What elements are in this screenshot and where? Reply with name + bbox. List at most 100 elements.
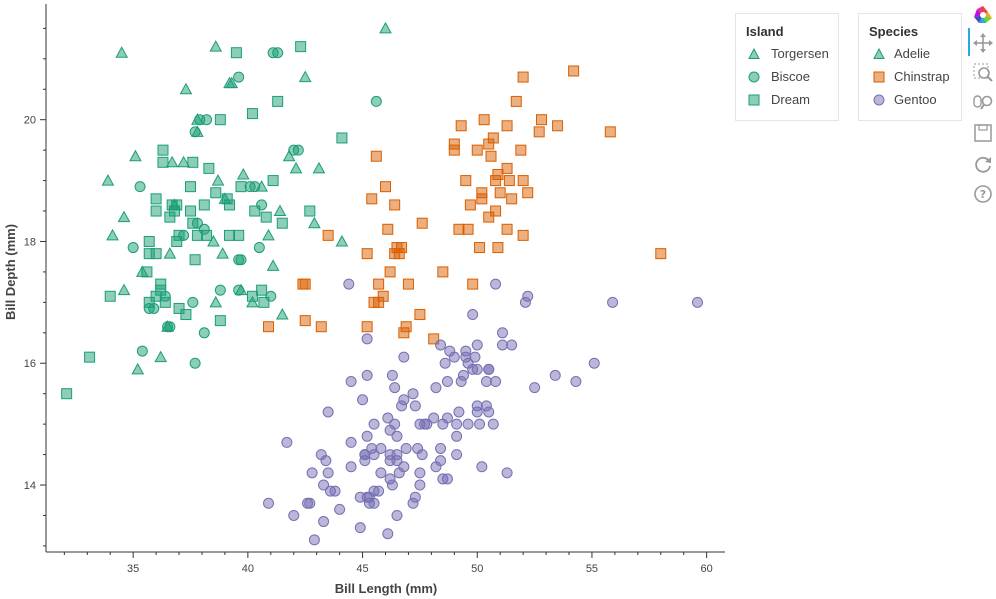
data-point-gentoo-biscoe (304, 497, 316, 509)
data-point-adelie-dream (210, 187, 222, 199)
data-point-adelie-dream (267, 175, 279, 187)
data-point-chinstrap-dream (453, 223, 465, 235)
data-point-adelie-biscoe (233, 71, 245, 83)
data-point-chinstrap-dream (517, 175, 529, 187)
data-point-gentoo-biscoe (457, 369, 469, 381)
data-point-adelie-dream (214, 315, 226, 327)
data-point-adelie-torgersen (312, 161, 326, 174)
data-point-gentoo-biscoe (318, 479, 330, 491)
box-zoom-tool-icon[interactable] (972, 62, 994, 84)
data-point-chinstrap-dream (315, 321, 327, 333)
data-point-gentoo-biscoe (607, 296, 619, 308)
x-tick-label: 40 (242, 563, 254, 575)
data-point-gentoo-biscoe (439, 357, 451, 369)
data-point-adelie-dream (224, 229, 236, 241)
data-point-chinstrap-dream (522, 187, 534, 199)
data-point-adelie-dream (185, 205, 197, 217)
data-point-gentoo-biscoe (334, 503, 346, 515)
data-point-adelie-torgersen (179, 82, 193, 95)
y-tick-label: 18 (24, 236, 36, 248)
data-point-adelie-dream (150, 205, 162, 217)
data-point-adelie-dream (295, 41, 307, 53)
data-point-gentoo-biscoe (428, 412, 440, 424)
reset-tool-icon[interactable] (972, 153, 994, 175)
data-point-adelie-dream (143, 296, 155, 308)
data-point-adelie-dream (180, 309, 192, 321)
svg-text:?: ? (980, 188, 986, 201)
data-point-adelie-biscoe (370, 95, 382, 107)
data-point-gentoo-biscoe (483, 406, 495, 418)
data-point-chinstrap-dream (373, 278, 385, 290)
legend-item-torgersen: Torgersen (771, 46, 829, 61)
data-point-gentoo-biscoe (386, 479, 398, 491)
data-point-adelie-torgersen (273, 204, 287, 217)
data-point-adelie-dream (189, 254, 201, 266)
data-point-chinstrap-dream (501, 120, 513, 132)
data-point-gentoo-biscoe (391, 430, 403, 442)
data-point-gentoo-biscoe (435, 455, 447, 467)
pan-tool-icon[interactable] (972, 32, 994, 54)
y-axis-label: Bill Depth (mm) (3, 224, 18, 320)
data-point-gentoo-biscoe (570, 376, 582, 388)
data-point-chinstrap-dream (384, 266, 396, 278)
data-point-adelie-biscoe (292, 144, 304, 156)
data-point-gentoo-biscoe (430, 382, 442, 394)
data-point-gentoo-biscoe (382, 528, 394, 540)
data-point-adelie-dream (203, 162, 215, 174)
data-point-adelie-torgersen (298, 70, 312, 83)
data-point-chinstrap-dream (361, 321, 373, 333)
data-point-chinstrap-dream (476, 193, 488, 205)
data-point-chinstrap-dream (414, 309, 426, 321)
data-point-gentoo-biscoe (451, 430, 463, 442)
legend-island: Island Torgersen Biscoe Dream (735, 13, 839, 121)
data-point-gentoo-biscoe (382, 412, 394, 424)
data-point-chinstrap-dream (501, 223, 513, 235)
data-point-chinstrap-dream (402, 278, 414, 290)
y-ticks: 14 16 18 20 (24, 27, 46, 547)
bokeh-logo-icon[interactable] (972, 4, 994, 26)
data-point-gentoo-biscoe (391, 509, 403, 521)
data-point-gentoo-biscoe (343, 278, 355, 290)
data-point-gentoo-biscoe (322, 406, 334, 418)
data-point-chinstrap-dream (515, 144, 527, 156)
data-point-adelie-biscoe (136, 345, 148, 357)
data-point-gentoo-biscoe (409, 400, 421, 412)
help-tool-icon[interactable]: ? (972, 183, 994, 205)
data-point-adelie-torgersen (163, 247, 177, 259)
data-point-adelie-dream (201, 229, 213, 241)
data-point-chinstrap-dream (322, 229, 334, 241)
legend-item-chinstrap: Chinstrap (894, 69, 950, 84)
data-point-gentoo-biscoe (320, 455, 332, 467)
data-point-gentoo-biscoe (354, 491, 366, 503)
y-tick-label: 20 (24, 115, 36, 127)
axes: 35 40 45 50 55 60 14 16 18 20 Bill Length (mm) B… (3, 4, 725, 596)
data-point-gentoo-biscoe (501, 467, 513, 479)
data-point-adelie-biscoe (244, 181, 256, 193)
data-point-chinstrap-dream (462, 223, 474, 235)
data-point-chinstrap-dream (517, 229, 529, 241)
data-point-gentoo-biscoe (407, 388, 419, 400)
circle-marker-icon (873, 94, 885, 106)
data-point-gentoo-biscoe (375, 467, 387, 479)
y-tick-label: 14 (24, 480, 36, 492)
data-point-adelie-torgersen (101, 174, 115, 186)
active-tool-indicator (968, 28, 970, 56)
save-tool-icon[interactable] (972, 122, 994, 144)
data-point-adelie-biscoe (198, 327, 210, 339)
data-point-gentoo-biscoe (306, 467, 318, 479)
data-point-gentoo-biscoe (529, 382, 541, 394)
wheel-zoom-tool-icon[interactable] (972, 92, 994, 114)
data-point-chinstrap-dream (366, 193, 378, 205)
data-point-adelie-dream (143, 235, 155, 247)
data-point-gentoo-biscoe (359, 455, 371, 467)
data-point-adelie-torgersen (207, 234, 220, 247)
data-point-adelie-dream (230, 47, 242, 59)
data-point-gentoo-biscoe (437, 418, 449, 430)
data-point-gentoo-biscoe (437, 473, 449, 485)
data-point-adelie-torgersen (115, 46, 129, 58)
data-point-gentoo-biscoe (263, 497, 275, 509)
data-point-chinstrap-dream (437, 266, 449, 278)
data-point-gentoo-biscoe (414, 418, 426, 430)
data-point-chinstrap-dream (568, 65, 580, 77)
